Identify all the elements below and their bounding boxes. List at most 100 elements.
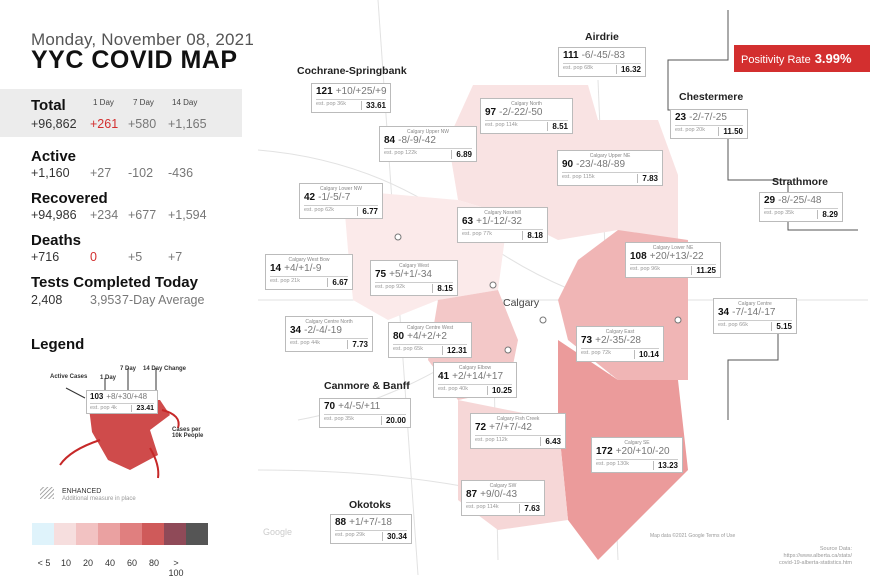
map-terms[interactable]: Map data ©2021 Google Terms of Use	[650, 533, 736, 539]
area-card-airdrie[interactable]: 111 -6/-45/-83 est. pop 68k 16.32	[558, 47, 646, 77]
legend-enhanced-sub: Additional measure in place	[62, 496, 136, 502]
town-okotoks: Okotoks	[349, 499, 392, 511]
area-pop: est. pop 112k	[475, 437, 508, 443]
source-link-1[interactable]: https://www.alberta.ca/stats/	[783, 553, 852, 559]
area-changes: -8/-25/-48	[778, 195, 822, 206]
town-canmore: Canmore & Banff	[324, 380, 410, 392]
town-airdrie: Airdrie	[585, 31, 619, 43]
area-card-se[interactable]: Calgary SE 172 +20/+10/-20 est. pop 130k 13.…	[591, 437, 683, 473]
area-changes: +20/+10/-20	[615, 446, 670, 457]
legend-arrow-icon	[59, 439, 101, 466]
area-pop: est. pop 20k	[675, 127, 705, 133]
area-card-centre-north[interactable]: Calgary Centre North 34 -2/-4/-19 est. pop …	[285, 316, 373, 352]
area-changes: -6/-45/-83	[581, 50, 625, 61]
scale-label: 10	[60, 558, 71, 568]
page-title: YYC COVID MAP	[31, 46, 238, 74]
area-active: 90	[562, 159, 574, 170]
area-rate: 16.32	[615, 65, 641, 74]
area-pop: est. pop 40k	[438, 386, 468, 392]
area-card-okotoks[interactable]: 88 +1/+7/-18 est. pop 29k 30.34	[330, 514, 412, 544]
legend-shape	[88, 400, 170, 470]
scale-label: 60	[126, 558, 137, 568]
area-card-sw[interactable]: Calgary SW 87 +9/0/-43 est. pop 114k 7.63	[461, 480, 545, 516]
area-card-upper-ne[interactable]: Calgary Upper NE 90 -23/-48/-89 est. pop 11…	[557, 150, 663, 186]
legend-arrow-icon	[149, 447, 160, 479]
area-card-lower-ne[interactable]: Calgary Lower NE 108 +20/+13/-22 est. pop 9…	[625, 242, 721, 278]
deaths-label: Deaths	[31, 232, 82, 249]
area-pop: est. pop 68k	[563, 65, 593, 71]
scale-swatch	[186, 523, 208, 545]
total-14day: +1,165	[168, 117, 207, 131]
town-chestermere: Chestermere	[679, 91, 744, 103]
area-rate: 7.83	[637, 174, 658, 183]
area-rate: 8.29	[817, 210, 838, 219]
area-card-east[interactable]: Calgary East 73 +2/-35/-28 est. pop 72k 10.1…	[576, 326, 664, 362]
area-rate: 7.63	[519, 504, 540, 513]
area-changes: -2/-4/-19	[304, 325, 342, 336]
area-pop: est. pop 29k	[335, 532, 365, 538]
area-card-strathmore[interactable]: 29 -8/-25/-48 est. pop 35k 8.29	[759, 192, 843, 222]
town-strathmore: Strathmore	[772, 176, 829, 188]
source-link-2[interactable]: covid-19-alberta-statistics.htm	[778, 560, 852, 566]
active-7day: -102	[128, 166, 154, 180]
area-changes: -23/-48/-89	[576, 159, 626, 170]
area-card-fish-creek[interactable]: Calgary Fish Creek 72 +7/+7/-42 est. pop 11…	[470, 413, 566, 449]
area-card-nosehill[interactable]: Calgary Nosehill 63 +1/-12/-32 est. pop 77k…	[457, 207, 548, 243]
area-card-north[interactable]: Calgary North 97 -2/-22/-50 est. pop 114k 8.…	[480, 98, 573, 134]
area-rate: 12.31	[441, 346, 467, 355]
scale-swatch	[76, 523, 98, 545]
area-card-west[interactable]: Calgary West 75 +5/+1/-34 est. pop 92k 8.15	[370, 260, 458, 296]
map-area[interactable]: Positivity Rate 3.99% Calgary Airdrie Coc…	[258, 0, 872, 575]
area-card-centre[interactable]: Calgary Centre 34 -7/-14/-17 est. pop 66k 5.…	[713, 298, 797, 334]
positivity-value: 3.99%	[814, 51, 852, 66]
area-changes: +2/+14/+17	[452, 371, 504, 382]
area-card-elbow[interactable]: Calgary Elbow 41 +2/+14/+17 est. pop 40k 10.…	[433, 362, 517, 398]
area-changes: +20/+13/-22	[649, 251, 704, 262]
area-rate: 20.00	[380, 416, 406, 425]
scale-label: < 5	[37, 558, 51, 568]
area-changes: +4/+2/+2	[407, 331, 447, 342]
scale-swatch	[142, 523, 164, 545]
stats-panel: Monday, November 08, 2021 YYC COVID MAP …	[0, 0, 255, 578]
area-card-chestermere[interactable]: 23 -2/-7/-25 est. pop 20k 11.50	[670, 109, 748, 139]
legend-pointer	[65, 387, 86, 399]
area-card-upper-nw[interactable]: Calgary Upper NW 84 -8/-9/-42 est. pop 122k…	[379, 126, 477, 162]
scale-swatch	[120, 523, 142, 545]
area-card-centre-west[interactable]: Calgary Centre West 80 +4/+2/+2 est. pop 65…	[388, 322, 472, 358]
legend-diagram	[40, 368, 180, 499]
deaths-value: +716	[31, 250, 60, 264]
area-active: 23	[675, 112, 687, 123]
area-rate: 6.43	[540, 437, 561, 446]
source-title: Source Data:	[819, 546, 852, 552]
recovered-14day: +1,594	[168, 208, 207, 222]
area-pop: est. pop 130k	[596, 461, 630, 467]
area-active: 108	[630, 251, 647, 262]
area-name: Calgary SW	[489, 483, 517, 489]
area-rate: 6.77	[357, 207, 378, 216]
legend-sample-pop: est. pop 4k	[90, 405, 117, 411]
area-changes: -7/-14/-17	[732, 307, 776, 318]
area-active: 29	[764, 195, 776, 206]
area-name: Calgary Centre	[738, 301, 772, 307]
area-changes: -1/-5/-7	[318, 192, 351, 203]
area-rate: 11.25	[691, 266, 716, 275]
area-name: Calgary SE	[624, 440, 650, 446]
legend-enhanced: ENHANCED	[62, 488, 102, 495]
area-card-cochrane[interactable]: 121 +10/+25/+9 est. pop 36k 33.61	[311, 83, 391, 113]
area-changes: +2/-35/-28	[595, 335, 641, 346]
legend-1day: 1 Day	[100, 375, 117, 381]
area-name: Calgary Upper NW	[407, 129, 449, 135]
area-rate: 8.18	[522, 231, 543, 240]
scale-labels: < 5 10 20 40 60 80 > 100	[33, 558, 187, 578]
area-changes: +7/+7/-42	[489, 422, 532, 433]
area-card-west-bow[interactable]: Calgary West Bow 14 +4/+1/-9 est. pop 21k 6.…	[265, 254, 353, 290]
area-active: 97	[485, 107, 497, 118]
recovered-7day: +677	[128, 208, 157, 222]
legend-sample-value: 103	[90, 392, 104, 401]
area-card-canmore[interactable]: 70 +4/-5/+11 est. pop 35k 20.00	[319, 398, 411, 428]
scale-label: 80	[148, 558, 159, 568]
area-card-lower-nw[interactable]: Calgary Lower NW 42 -1/-5/-7 est. pop 62k 6.…	[299, 183, 383, 219]
header-1day: 1 Day	[93, 98, 114, 107]
area-changes: +9/0/-43	[480, 489, 518, 500]
area-name: Calgary Lower NE	[652, 245, 694, 251]
